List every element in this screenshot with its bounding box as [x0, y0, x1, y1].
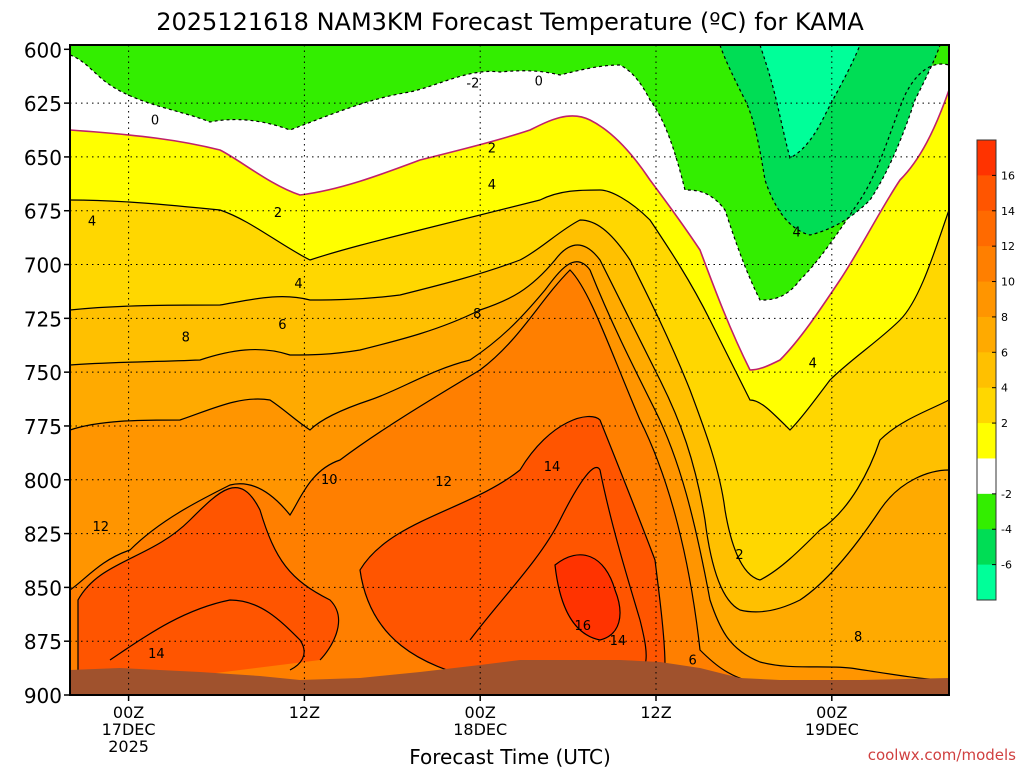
contour-4	[70, 219, 949, 581]
x-tick-label: 2025	[108, 737, 149, 756]
contour-label: 4	[488, 178, 496, 193]
colorbar-label: 6	[1001, 346, 1008, 359]
colorbar-bin	[977, 140, 996, 176]
terrain-fill	[70, 660, 949, 695]
contour-label: 6	[688, 654, 696, 669]
contour-label: 12	[435, 475, 452, 490]
plot-frame	[69, 44, 950, 696]
x-tick-label: 00Z	[816, 703, 847, 722]
y-tick-label: 650	[24, 146, 62, 170]
colorbar-label: 8	[1001, 311, 1008, 324]
contour-label: 4	[88, 214, 96, 229]
y-axis-ticks: 600 625 650 675 700 725 750 775 800 825 850 875 900	[24, 38, 70, 708]
colorbar-bin	[977, 493, 996, 530]
x-tick-label: 17DEC	[102, 720, 156, 739]
contour-12-left	[77, 487, 340, 672]
colorbar-bin	[977, 387, 996, 424]
colorbar-label: -4	[1001, 523, 1012, 536]
colorbar-label: -2	[1001, 488, 1012, 501]
y-tick-label: 825	[24, 523, 62, 547]
colorbar-label: 14	[1001, 205, 1015, 218]
x-tick-label: 00Z	[113, 703, 144, 722]
contour-label: 8	[854, 630, 862, 645]
y-tick-label: 600	[24, 38, 62, 62]
contour-neg2	[70, 54, 949, 301]
y-tick-label: 700	[24, 254, 62, 278]
colorbar-bin	[977, 316, 996, 353]
colorbar-label: 4	[1001, 382, 1008, 395]
y-tick-label: 625	[24, 92, 62, 116]
x-axis-label: Forecast Time (UTC)	[409, 745, 611, 768]
band-neg6	[760, 45, 860, 158]
colorbar-bin	[977, 458, 996, 495]
colorbar-bin	[977, 423, 996, 459]
contour-label: 4	[809, 357, 817, 372]
y-tick-label: 800	[24, 469, 62, 493]
contour-label: 14	[544, 460, 561, 475]
contour-label: 14	[148, 647, 165, 662]
colorbar-bin	[977, 246, 996, 283]
band-neg2	[70, 45, 949, 300]
contour-14-left	[109, 599, 305, 671]
colorbar-bin	[977, 210, 996, 247]
contour-label: 10	[321, 473, 338, 488]
contour-label: 8	[182, 331, 190, 346]
contour-8	[70, 261, 949, 681]
colorbar-label: 16	[1001, 169, 1015, 182]
contour-neg4	[719, 45, 941, 236]
colorbar-label: -6	[1001, 559, 1012, 572]
grid	[70, 45, 949, 695]
contour-0	[70, 89, 949, 371]
contour-label: 8	[473, 307, 481, 322]
y-tick-label: 900	[24, 684, 62, 708]
contour-12-right	[359, 416, 666, 681]
contour-lines	[70, 45, 949, 691]
colorbar-frame	[976, 139, 997, 601]
y-tick-label: 750	[24, 361, 62, 385]
temperature-fill	[70, 45, 949, 695]
contour-label: 4	[294, 277, 302, 292]
contour-label: -2	[466, 77, 479, 92]
contour-16	[554, 554, 621, 641]
y-tick-label: 875	[24, 630, 62, 654]
colorbar: 16 14 12 10 8 6 4 2 -2 -4 -6	[976, 139, 1015, 601]
contour-label: 6	[278, 318, 286, 333]
y-tick-label: 850	[24, 576, 62, 600]
x-tick-label: 12Z	[640, 703, 671, 722]
contour-label: 2	[735, 548, 743, 563]
contour-neg6	[759, 45, 861, 159]
band-14-left	[78, 487, 339, 675]
y-tick-label: 725	[24, 307, 62, 331]
colorbar-bin	[977, 352, 996, 389]
chart-title: 2025121618 NAM3KM Forecast Temperature (…	[156, 8, 864, 36]
colorbar-bin	[977, 281, 996, 318]
colorbar-label: 12	[1001, 240, 1015, 253]
colorbar-bin	[977, 175, 996, 212]
contour-labels: -2 0 0 2 2 2 4 4 4 4 4 6 6 8 8 8 10 12 12 14 14 14 16	[88, 75, 862, 669]
y-tick-label: 675	[24, 200, 62, 224]
contour-label: 0	[151, 113, 159, 128]
x-tick-label: 18DEC	[453, 720, 507, 739]
contour-2	[70, 189, 949, 431]
colorbar-label: 2	[1001, 417, 1008, 430]
y-tick-label: 775	[24, 415, 62, 439]
colorbar-label: 10	[1001, 276, 1015, 289]
colorbar-bin	[977, 529, 996, 566]
x-tick-label: 12Z	[289, 703, 320, 722]
watermark: coolwx.com/models	[868, 746, 1016, 764]
contour-label: 0	[535, 75, 543, 90]
contour-6	[70, 244, 949, 613]
colorbar-bin	[977, 564, 996, 601]
x-tick-label: 19DEC	[805, 720, 859, 739]
x-tick-label: 00Z	[465, 703, 496, 722]
contour-label: 2	[488, 141, 496, 156]
contour-label: 2	[274, 206, 282, 221]
contour-label: 12	[92, 520, 109, 535]
contour-label: 4	[792, 225, 800, 240]
contour-label: 16	[574, 619, 591, 634]
contour-label: 14	[610, 634, 627, 649]
contour-14	[469, 467, 647, 666]
